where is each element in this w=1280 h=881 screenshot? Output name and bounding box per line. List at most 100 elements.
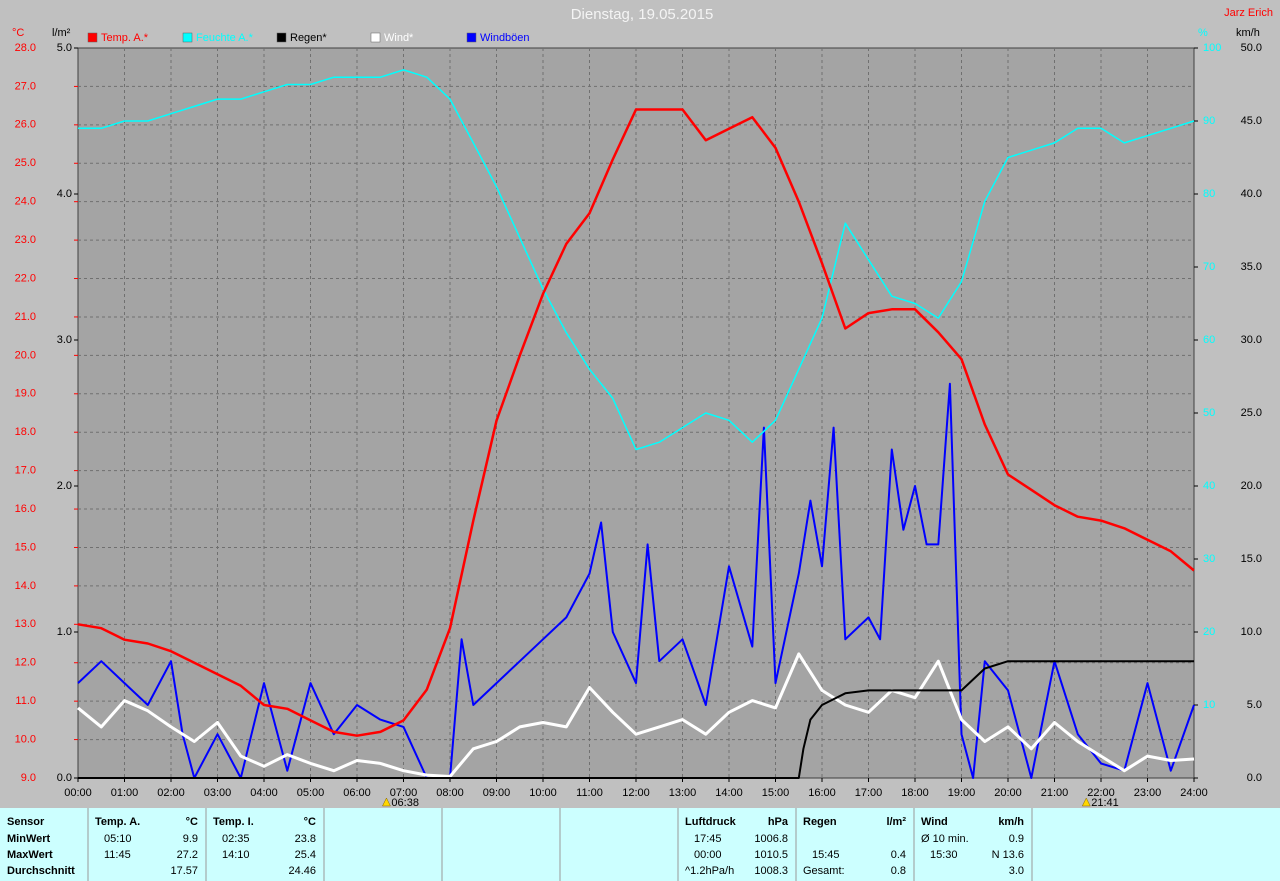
y4-tick-label: 0.0 (1247, 772, 1262, 784)
y3-tick-label: 100 (1203, 42, 1221, 54)
cell-value: 24.46 (288, 865, 316, 877)
y3-tick-label: 30 (1203, 553, 1215, 565)
x-tick-label: 09:00 (483, 787, 511, 799)
x-tick-label: 16:00 (808, 787, 836, 799)
y-tick-label: 20.0 (15, 349, 36, 361)
x-tick-label: 08:00 (436, 787, 464, 799)
y-tick-label: 23.0 (15, 234, 36, 246)
x-tick-label: 03:00 (204, 787, 232, 799)
cell-value: 1008.3 (754, 865, 788, 877)
cell-value: 23.8 (295, 833, 316, 845)
legend-swatch (466, 32, 477, 43)
y-tick-label: 22.0 (15, 272, 36, 284)
y-tick-label: 19.0 (15, 388, 36, 400)
y4-tick-label: 10.0 (1241, 626, 1262, 638)
cell-value: 25.4 (295, 849, 316, 861)
x-tick-label: 06:00 (343, 787, 371, 799)
cell-value: 0.8 (891, 865, 906, 877)
y4-tick-label: 50.0 (1241, 42, 1262, 54)
block-unit: hPa (768, 816, 789, 828)
y-tick-label: 18.0 (15, 426, 36, 438)
y2-tick-label: 4.0 (57, 188, 72, 200)
x-tick-label: 05:00 (297, 787, 325, 799)
sun-marker (1081, 797, 1091, 807)
x-tick-label: 00:00 (64, 787, 92, 799)
cell-value: 0.9 (1009, 833, 1024, 845)
y-tick-label: 26.0 (15, 119, 36, 131)
y-tick-label: 27.0 (15, 80, 36, 92)
block-unit: km/h (998, 816, 1024, 828)
block-unit: °C (304, 816, 316, 828)
row-label: MaxWert (7, 849, 53, 861)
cell-value: 17.57 (170, 865, 198, 877)
series-line (78, 69, 1195, 451)
cell-value: 27.2 (177, 849, 198, 861)
y2-tick-label: 3.0 (57, 334, 72, 346)
y3-tick-label: 60 (1203, 334, 1215, 346)
x-tick-label: 21:00 (1041, 787, 1069, 799)
x-tick-label: 10:00 (529, 787, 557, 799)
y3-tick-label: 40 (1203, 480, 1215, 492)
y3-tick-label: 50 (1203, 407, 1215, 419)
x-tick-label: 02:00 (157, 787, 185, 799)
y4-tick-label: 45.0 (1241, 115, 1262, 127)
block-name: Temp. A. (95, 816, 140, 828)
y3-tick-label: 70 (1203, 261, 1215, 273)
y-tick-label: 21.0 (15, 311, 36, 323)
y-tick-label: 28.0 (15, 42, 36, 54)
y-tick-label: 10.0 (15, 733, 36, 745)
x-tick-label: 07:00 (390, 787, 418, 799)
author: Jarz Erich (1224, 7, 1273, 19)
sun-time: 21:41 (1091, 797, 1119, 809)
x-tick-label: 22:00 (1087, 787, 1115, 799)
y2-tick-label: 5.0 (57, 42, 72, 54)
cell-time: 17:45 (694, 833, 722, 845)
y-tick-label: 17.0 (15, 465, 36, 477)
cell-time: 02:35 (222, 833, 250, 845)
series-line (77, 652, 1195, 778)
x-tick-label: 14:00 (715, 787, 743, 799)
x-tick-label: 24:00 (1180, 787, 1208, 799)
legend-swatch (276, 32, 287, 43)
y4-unit: km/h (1236, 27, 1260, 39)
legend-label: Wind* (384, 32, 414, 44)
y4-tick-label: 30.0 (1241, 334, 1262, 346)
y4-tick-label: 20.0 (1241, 480, 1262, 492)
y-tick-label: 12.0 (15, 657, 36, 669)
y-tick-label: 25.0 (15, 157, 36, 169)
series-line (77, 382, 1195, 779)
cell-time: Gesamt: (803, 865, 845, 877)
block-name: Regen (803, 816, 837, 828)
series-line (78, 660, 1194, 779)
sun-time: 06:38 (391, 797, 419, 809)
y2-unit: l/m² (52, 27, 71, 39)
row-label: MinWert (7, 833, 51, 845)
row-label: Sensor (7, 816, 45, 828)
y-tick-label: 11.0 (15, 695, 36, 707)
summary-background (0, 808, 1280, 881)
chart-title: Dienstag, 19.05.2015 (571, 6, 714, 23)
x-tick-label: 20:00 (994, 787, 1022, 799)
legend-swatch (182, 32, 193, 43)
y4-tick-label: 25.0 (1241, 407, 1262, 419)
y-tick-label: 15.0 (15, 541, 36, 553)
x-tick-label: 18:00 (901, 787, 929, 799)
y-tick-label: 9.0 (21, 772, 36, 784)
sun-marker (382, 797, 391, 807)
x-tick-label: 04:00 (250, 787, 278, 799)
block-unit: °C (186, 816, 198, 828)
legend-swatch (370, 32, 381, 43)
x-tick-label: 11:00 (576, 787, 603, 799)
cell-time: 15:30 (930, 849, 958, 861)
cell-time: 15:45 (812, 849, 840, 861)
y2-tick-label: 0.0 (57, 772, 72, 784)
row-label: Durchschnitt (7, 865, 75, 877)
legend-label: Regen* (290, 32, 327, 44)
legend-label: Feuchte A.* (196, 32, 254, 44)
y-tick-label: 13.0 (15, 618, 36, 630)
legend-label: Windböen (480, 32, 530, 44)
series-line (77, 108, 1195, 737)
y3-tick-label: 10 (1203, 699, 1215, 711)
cell-value: 0.4 (891, 849, 906, 861)
